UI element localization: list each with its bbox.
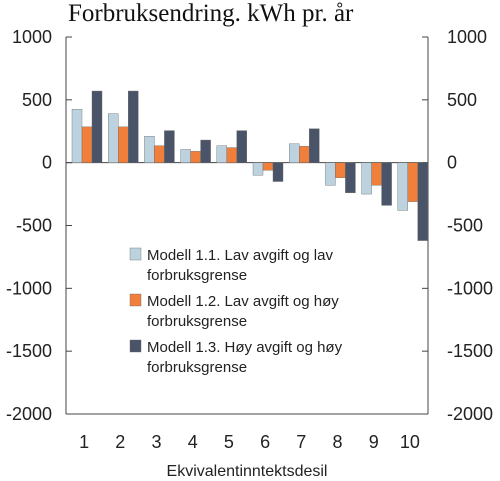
bar-series-3-cat-1 xyxy=(91,90,103,163)
y-tick-label-left: 0 xyxy=(42,153,52,173)
bar-series-3-cat-10 xyxy=(417,162,428,241)
bars-group xyxy=(71,90,428,241)
x-tick-label: 5 xyxy=(224,432,234,452)
legend-label-1: forbruksgrense xyxy=(147,267,247,284)
bar-series-3-cat-7 xyxy=(309,128,320,163)
y-tick-label-right: -1000 xyxy=(447,278,493,298)
y-tick-label-left: -1500 xyxy=(6,341,52,361)
legend-swatch-2 xyxy=(129,293,142,307)
bar-series-2-cat-5 xyxy=(226,147,238,163)
legend: Modell 1.1. Lav avgift og lav forbruksgre… xyxy=(129,247,343,376)
y-tick-label-left: -2000 xyxy=(6,404,52,424)
y-tick-label-left: -500 xyxy=(16,216,52,236)
bar-series-2-cat-8 xyxy=(335,162,346,178)
y-tick-label-right: -2000 xyxy=(447,404,493,424)
x-tick-label: 3 xyxy=(151,432,161,452)
axes-group: 1000 1000 500 500 0 0 -500 -500 -1000 -1000 -1500 -… xyxy=(6,27,493,452)
bar-series-1-cat-2 xyxy=(107,113,119,163)
bar-series-3-cat-5 xyxy=(236,130,248,163)
x-tick-label: 9 xyxy=(369,432,379,452)
x-tick-label: 6 xyxy=(260,432,270,452)
bar-series-1-cat-5 xyxy=(216,145,228,163)
bar-series-3-cat-3 xyxy=(164,130,175,163)
bar-series-1-cat-1 xyxy=(71,109,83,163)
x-tick-label: 10 xyxy=(400,432,420,452)
bar-series-3-cat-8 xyxy=(345,162,356,194)
bar-series-2-cat-9 xyxy=(371,162,382,186)
bar-series-1-cat-4 xyxy=(180,149,191,163)
y-tick-label-left: 500 xyxy=(22,90,52,110)
y-tick-label-right: 500 xyxy=(447,90,477,110)
legend-label-3: Modell 1.3. Høy avgift og høy xyxy=(147,339,343,356)
y-tick-label-right: 1000 xyxy=(447,27,487,47)
legend-label-1: Modell 1.1. Lav avgift og lav xyxy=(147,247,333,264)
x-tick-label: 7 xyxy=(296,432,306,452)
legend-swatch-1 xyxy=(129,247,142,261)
bar-series-2-cat-4 xyxy=(190,151,201,163)
bar-series-1-cat-6 xyxy=(252,162,264,176)
bar-series-1-cat-3 xyxy=(144,136,155,163)
bar-series-3-cat-2 xyxy=(127,90,139,163)
bar-series-2-cat-10 xyxy=(407,162,418,202)
bar-series-2-cat-6 xyxy=(262,162,274,171)
x-axis-label: Ekvivalentinntektsdesil xyxy=(167,463,328,480)
bar-series-2-cat-3 xyxy=(154,145,165,163)
bar-series-3-cat-4 xyxy=(200,139,211,163)
bar-series-1-cat-7 xyxy=(289,143,300,163)
y-tick-label-right: -1500 xyxy=(447,341,493,361)
y-tick-label-left: -1000 xyxy=(6,278,52,298)
bar-series-3-cat-9 xyxy=(381,162,392,206)
bar-series-1-cat-8 xyxy=(325,162,336,186)
legend-label-2: Modell 1.2. Lav avgift og høy xyxy=(147,293,339,310)
legend-swatch-3 xyxy=(129,339,142,353)
bar-series-2-cat-2 xyxy=(117,126,129,163)
bar-series-3-cat-6 xyxy=(272,162,284,182)
x-tick-label: 4 xyxy=(188,432,198,452)
bar-series-1-cat-10 xyxy=(397,162,408,211)
legend-label-2: forbruksgrense xyxy=(147,313,247,330)
x-tick-label: 8 xyxy=(332,432,342,452)
y-tick-label-left: 1000 xyxy=(12,27,52,47)
bar-series-2-cat-1 xyxy=(81,126,93,163)
x-tick-label: 2 xyxy=(115,432,125,452)
legend-label-3: forbruksgrense xyxy=(147,359,247,376)
bar-series-2-cat-7 xyxy=(299,146,310,163)
y-tick-label-right: 0 xyxy=(447,153,457,173)
chart-title: Forbruksendring. kWh pr. år xyxy=(68,0,354,27)
y-tick-label-right: -500 xyxy=(447,216,483,236)
x-tick-label: 1 xyxy=(79,432,89,452)
bar-series-1-cat-9 xyxy=(361,162,372,195)
